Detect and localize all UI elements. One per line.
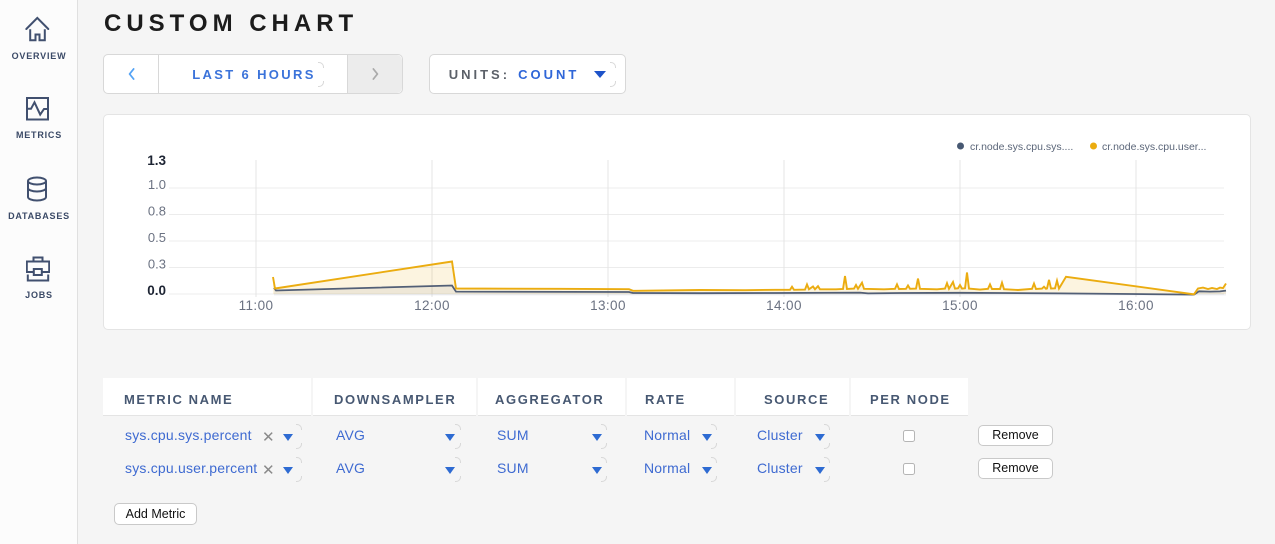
svg-text:1.3: 1.3	[147, 153, 166, 168]
svg-text:cr.node.sys.cpu.user...: cr.node.sys.cpu.user...	[1102, 141, 1206, 153]
svg-text:0.8: 0.8	[148, 204, 166, 219]
svg-text:cr.node.sys.cpu.sys....: cr.node.sys.cpu.sys....	[970, 141, 1073, 153]
svg-text:11:00: 11:00	[239, 298, 274, 313]
svg-text:13:00: 13:00	[590, 298, 626, 313]
svg-text:16:00: 16:00	[1118, 298, 1154, 313]
svg-text:1.0: 1.0	[148, 177, 166, 192]
svg-text:14:00: 14:00	[766, 298, 802, 313]
svg-text:0.3: 0.3	[148, 257, 166, 272]
svg-text:15:00: 15:00	[942, 298, 978, 313]
svg-text:12:00: 12:00	[414, 298, 450, 313]
svg-text:0.5: 0.5	[148, 230, 166, 245]
svg-text:0.0: 0.0	[147, 283, 166, 298]
